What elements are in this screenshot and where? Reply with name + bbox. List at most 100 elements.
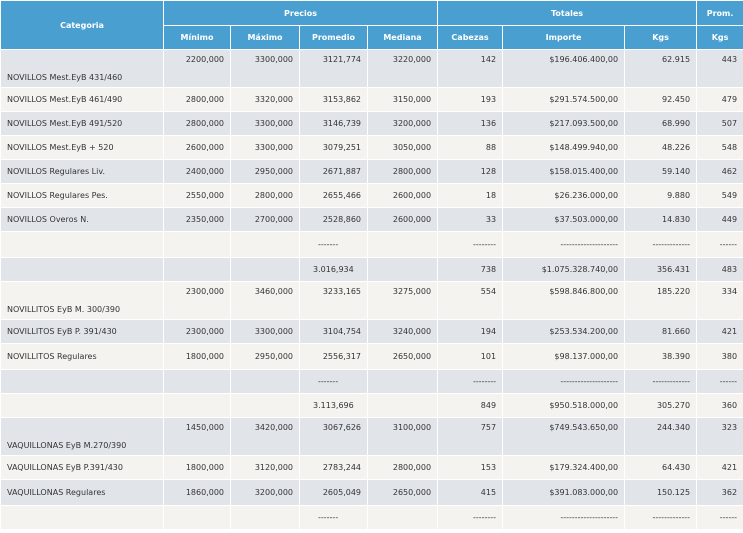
cell-cabezas: 554 — [437, 281, 504, 320]
cell-mediana — [366, 231, 439, 258]
cell-prom-kgs: 380 — [696, 343, 743, 370]
cell-promedio: 3104,754 — [299, 319, 368, 344]
cell-maximo: 3420,000 — [230, 417, 300, 456]
cell-minimo — [163, 231, 231, 258]
cell-promedio: 2528,860 — [299, 207, 368, 232]
table-row: NOVILLOS Overos N. 2350,000 2700,000 2528,8… — [0, 207, 743, 232]
cell-importe: $37.503.000,00 — [502, 207, 626, 232]
cell-maximo: 3200,000 — [230, 479, 300, 506]
cell-promedio: 3153,862 — [299, 87, 368, 112]
cell-minimo — [163, 505, 231, 530]
cell-mediana: 3150,000 — [366, 87, 439, 112]
cell-promedio: 3233,165 — [299, 281, 368, 320]
cell-prom-kgs: 549 — [696, 183, 743, 208]
table-row: VAQUILLONAS EyB P.391/430 1800,000 3120,00… — [0, 455, 743, 480]
cell-categoria: NOVILLITOS Regulares — [0, 343, 164, 370]
cell-minimo: 2800,000 — [163, 87, 231, 112]
cell-mediana — [366, 369, 439, 394]
table-body: NOVILLOS Mest.EyB 431/460 2200,000 3300,00… — [0, 49, 743, 530]
cell-prom-kgs: 548 — [696, 135, 743, 160]
cell-importe: $253.534.200,00 — [502, 319, 626, 344]
cell-mediana: 3240,000 — [366, 319, 439, 344]
cell-promedio: 2605,049 — [299, 479, 368, 506]
cell-importe: $391.083.000,00 — [502, 479, 626, 506]
cell-minimo: 2300,000 — [163, 281, 231, 320]
table-row: NOVILLITOS EyB M. 300/390 2300,000 3460,00… — [0, 281, 743, 320]
table-row: NOVILLOS Regulares Liv. 2400,000 2950,000 2… — [0, 159, 743, 184]
table-row: NOVILLOS Mest.EyB 461/490 2800,000 3320,00… — [0, 87, 743, 112]
cell-maximo — [230, 231, 300, 258]
cell-prom-kgs: 507 — [696, 111, 743, 136]
cell-categoria: VAQUILLONAS Regulares — [0, 479, 164, 506]
cell-promedio: 2783,244 — [299, 455, 368, 480]
cell-prom-kgs: 483 — [696, 257, 743, 282]
cell-categoria: NOVILLITOS EyB P. 391/430 — [0, 319, 164, 344]
cell-cabezas: 33 — [437, 207, 504, 232]
header-minimo: Mínimo — [163, 25, 231, 50]
cell-minimo: 1800,000 — [163, 455, 231, 480]
cell-prom-kgs: 421 — [696, 319, 743, 344]
cell-promedio: 3.016,934 — [299, 257, 368, 282]
cell-maximo — [230, 505, 300, 530]
table-row: NOVILLOS Mest.EyB 491/520 2800,000 3300,00… — [0, 111, 743, 136]
cell-minimo: 2200,000 — [163, 49, 231, 88]
cell-kgs: 81.660 — [624, 319, 698, 344]
cell-maximo: 2700,000 — [230, 207, 300, 232]
header-totales: Totales — [437, 0, 698, 26]
cell-promedio: 3121,774 — [299, 49, 368, 88]
cell-kgs: 185.220 — [624, 281, 698, 320]
cell-minimo: 2600,000 — [163, 135, 231, 160]
cell-kgs: ------------- — [624, 369, 698, 394]
cell-importe: -------------------- — [502, 505, 626, 530]
cell-maximo: 3120,000 — [230, 455, 300, 480]
cell-maximo: 3300,000 — [230, 111, 300, 136]
cell-promedio: 3067,626 — [299, 417, 368, 456]
table-row: NOVILLOS Mest.EyB + 520 2600,000 3300,000 3… — [0, 135, 743, 160]
cell-minimo: 2550,000 — [163, 183, 231, 208]
cell-maximo: 3320,000 — [230, 87, 300, 112]
cell-prom-kgs: ------ — [696, 369, 743, 394]
cell-mediana: 3220,000 — [366, 49, 439, 88]
cell-cabezas: 153 — [437, 455, 504, 480]
header-cabezas: Cabezas — [437, 25, 504, 50]
cell-promedio: 3146,739 — [299, 111, 368, 136]
table-header: Categoria Precios Totales Prom. Mínimo M… — [0, 0, 743, 50]
separator-row: ------- -------- -------------------- -----… — [0, 505, 743, 530]
cell-cabezas: 101 — [437, 343, 504, 370]
cell-mediana: 3100,000 — [366, 417, 439, 456]
cell-mediana: 2600,000 — [366, 183, 439, 208]
cell-importe: $1.075.328.740,00 — [502, 257, 626, 282]
cell-mediana: 3275,000 — [366, 281, 439, 320]
cell-kgs: 38.390 — [624, 343, 698, 370]
cell-importe: $98.137.000,00 — [502, 343, 626, 370]
cell-prom-kgs: 360 — [696, 393, 743, 418]
cell-prom-kgs: 334 — [696, 281, 743, 320]
table-row: VAQUILLONAS Regulares 1860,000 3200,000 260… — [0, 479, 743, 506]
cell-categoria: NOVILLOS Mest.EyB 431/460 — [0, 49, 164, 88]
cell-mediana: 2600,000 — [366, 207, 439, 232]
cell-promedio: 2655,466 — [299, 183, 368, 208]
cell-cabezas: 18 — [437, 183, 504, 208]
cell-cabezas: 88 — [437, 135, 504, 160]
subtotal-row: 3.016,934 738 $1.075.328.740,00 356.431 483 — [0, 257, 743, 282]
cell-cabezas: 757 — [437, 417, 504, 456]
cell-importe: $217.093.500,00 — [502, 111, 626, 136]
header-categoria: Categoria — [0, 0, 164, 50]
cell-minimo: 2400,000 — [163, 159, 231, 184]
cell-promedio: ------- — [299, 231, 368, 258]
subtotal-row: 3.113,696 849 $950.518.000,00 305.270 360 — [0, 393, 743, 418]
cell-importe: $598.846.800,00 — [502, 281, 626, 320]
header-maximo: Máximo — [230, 25, 300, 50]
cell-mediana: 3050,000 — [366, 135, 439, 160]
cell-cabezas: 193 — [437, 87, 504, 112]
cell-mediana: 2800,000 — [366, 455, 439, 480]
cell-categoria: NOVILLOS Mest.EyB 491/520 — [0, 111, 164, 136]
cell-kgs: 68.990 — [624, 111, 698, 136]
cell-categoria: NOVILLOS Regulares Liv. — [0, 159, 164, 184]
cell-kgs: 244.340 — [624, 417, 698, 456]
cell-categoria: NOVILLITOS EyB M. 300/390 — [0, 281, 164, 320]
cell-mediana — [366, 505, 439, 530]
cell-minimo: 1800,000 — [163, 343, 231, 370]
cell-importe: $179.324.400,00 — [502, 455, 626, 480]
cell-categoria — [0, 231, 164, 258]
